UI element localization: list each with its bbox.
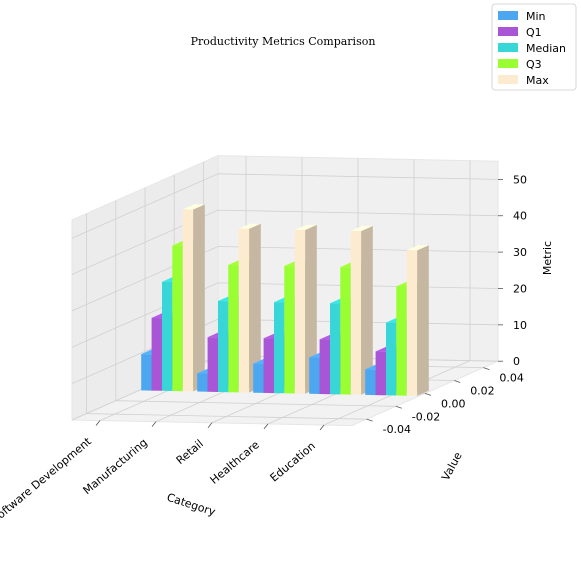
legend-label-q3: Q3 — [526, 58, 542, 71]
y-tick — [424, 393, 432, 396]
bar-education-max — [406, 245, 429, 396]
bar-retail-max — [294, 224, 317, 394]
z-tick-label: 20 — [513, 282, 527, 295]
bar-healthcare-max — [350, 225, 373, 395]
z-gridline — [71, 209, 499, 275]
y-tick — [366, 418, 373, 422]
x-tick — [95, 420, 101, 426]
x-tick — [207, 422, 213, 429]
bar-software-development-max — [182, 204, 205, 392]
chart-bars — [141, 204, 429, 396]
x-tick-label: Software Development — [0, 434, 94, 525]
legend-swatch-q3 — [498, 59, 518, 68]
bar-manufacturing-max — [238, 223, 261, 393]
y-tick — [454, 380, 461, 383]
y-tick-label: -0.04 — [383, 423, 411, 436]
legend-label-max: Max — [526, 74, 549, 87]
y-tick-label: -0.02 — [412, 410, 440, 423]
legend-label-min: Min — [526, 10, 546, 23]
y-axis-label: Value — [439, 450, 465, 483]
legend-swatch-max — [498, 75, 518, 84]
legend-swatch-median — [498, 43, 518, 52]
y-tick-label: 0.00 — [441, 397, 466, 410]
legend-box — [491, 3, 577, 91]
x-tick — [263, 423, 269, 430]
x-tick — [319, 424, 325, 431]
x-axis-label: Category — [165, 491, 217, 519]
x-gridline — [323, 160, 471, 426]
z-axis-label: Metric — [541, 241, 554, 275]
x-tick-label: Healthcare — [208, 438, 262, 487]
y-tick — [395, 405, 402, 409]
x-tick-label: Retail — [174, 437, 206, 467]
legend-swatch-min — [498, 11, 518, 20]
y-tick — [483, 367, 490, 371]
legend-swatch-q1 — [498, 27, 518, 36]
z-tick-label: 0 — [513, 355, 520, 368]
y-gridline — [115, 200, 396, 407]
x-tick-label: Education — [268, 439, 318, 484]
z-tick-label: 40 — [513, 210, 527, 223]
chart-legend: Min Q1 Median Q3 Max — [491, 3, 577, 91]
y-tick-label: 0.02 — [470, 385, 495, 398]
z-tick-label: 10 — [513, 319, 527, 332]
y-gridline — [86, 213, 367, 420]
z-gridline — [71, 246, 499, 312]
y-tick-label: 0.04 — [499, 372, 524, 385]
legend-label-median: Median — [526, 42, 566, 55]
x-tick — [151, 421, 157, 427]
chart-title: Productivity Metrics Comparison — [191, 35, 376, 48]
legend-label-q1: Q1 — [526, 26, 542, 39]
z-tick-label: 30 — [513, 246, 527, 259]
z-gridline — [71, 173, 499, 239]
z-tick-label: 50 — [513, 173, 527, 186]
